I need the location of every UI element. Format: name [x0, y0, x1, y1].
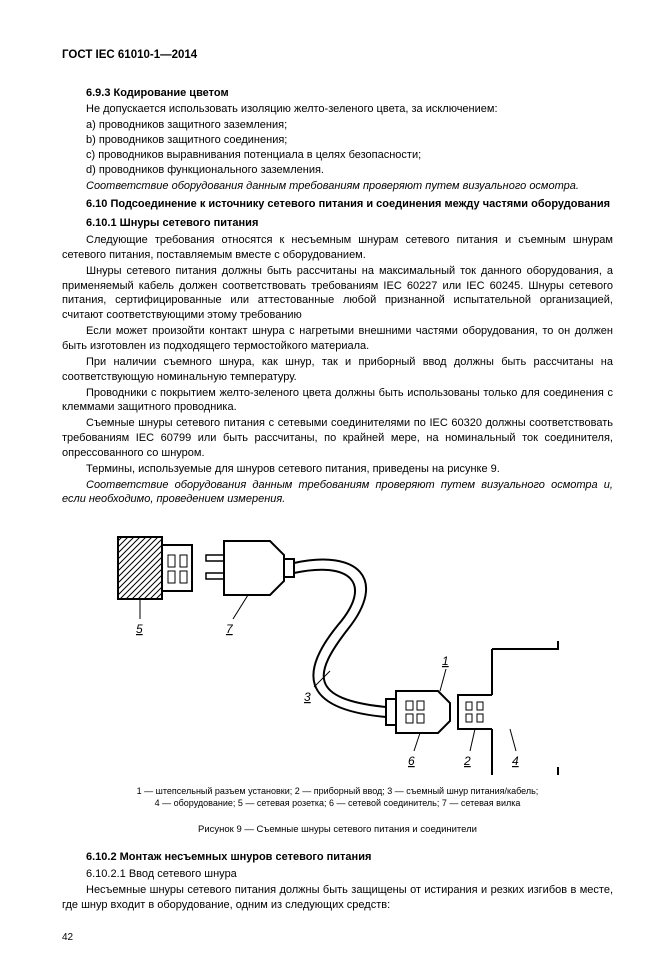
document-header: ГОСТ IEC 61010-1—2014	[62, 48, 613, 64]
list-item-c: c) проводников выравнивания потенциала в…	[86, 148, 613, 163]
legend-line-1: 1 — штепсельный разъем установки; 2 — пр…	[137, 786, 539, 796]
figure-caption: Рисунок 9 — Съемные шнуры сетевого питан…	[62, 824, 613, 837]
fig-label-2: 2	[463, 754, 471, 768]
fig-label-4: 4	[512, 754, 519, 768]
p-6101-7: Термины, используемые для шнуров сетевог…	[62, 462, 613, 477]
heading-6-10-2: 6.10.2 Монтаж несъемных шнуров сетевого …	[62, 850, 613, 865]
p-6101-2: Шнуры сетевого питания должны быть рассч…	[62, 264, 613, 323]
fig-label-5: 5	[136, 622, 143, 636]
conformity-6101: Соответствие оборудования данным требова…	[62, 478, 613, 508]
page: ГОСТ IEC 61010-1—2014 6.9.3 Кодирование …	[0, 0, 661, 974]
figure-9-svg: 5 7 3	[98, 519, 578, 779]
p-6101-4: При наличии съемного шнура, как шнур, та…	[62, 355, 613, 385]
page-number: 42	[62, 931, 613, 945]
legend-line-2: 4 — оборудование; 5 — сетевая розетка; 6…	[155, 798, 521, 808]
heading-6-10-2-1: 6.10.2.1 Ввод сетевого шнура	[62, 867, 613, 882]
p-6101-5: Проводники с покрытием желто-зеленого цв…	[62, 386, 613, 416]
p-6101-1: Следующие требования относятся к несъемн…	[62, 233, 613, 263]
figure-legend: 1 — штепсельный разъем установки; 2 — пр…	[62, 785, 613, 809]
fig-label-3: 3	[304, 690, 311, 704]
heading-6-10-1: 6.10.1 Шнуры сетевого питания	[62, 216, 613, 231]
list-item-a: a) проводников защитного заземления;	[86, 118, 613, 133]
heading-6-9-3: 6.9.3 Кодирование цветом	[62, 86, 613, 101]
conformity-693: Соответствие оборудования данным требова…	[62, 179, 613, 194]
text-intro-693: Не допускается использовать изоляцию жел…	[62, 102, 613, 117]
list-item-b: b) проводников защитного соединения;	[86, 133, 613, 148]
fig-label-6: 6	[408, 754, 415, 768]
fig-label-1: 1	[442, 654, 449, 668]
p-6101-6: Съемные шнуры сетевого питания с сетевым…	[62, 416, 613, 461]
p-6101-3: Если может произойти контакт шнура с наг…	[62, 324, 613, 354]
heading-6-10: 6.10 Подсоединение к источнику сетевого …	[62, 197, 613, 212]
p-6102-1: Несъемные шнуры сетевого питания должны …	[62, 883, 613, 913]
fig-label-7: 7	[226, 622, 234, 636]
figure-9: 5 7 3	[62, 519, 613, 836]
list-item-d: d) проводников функционального заземлени…	[86, 163, 613, 178]
